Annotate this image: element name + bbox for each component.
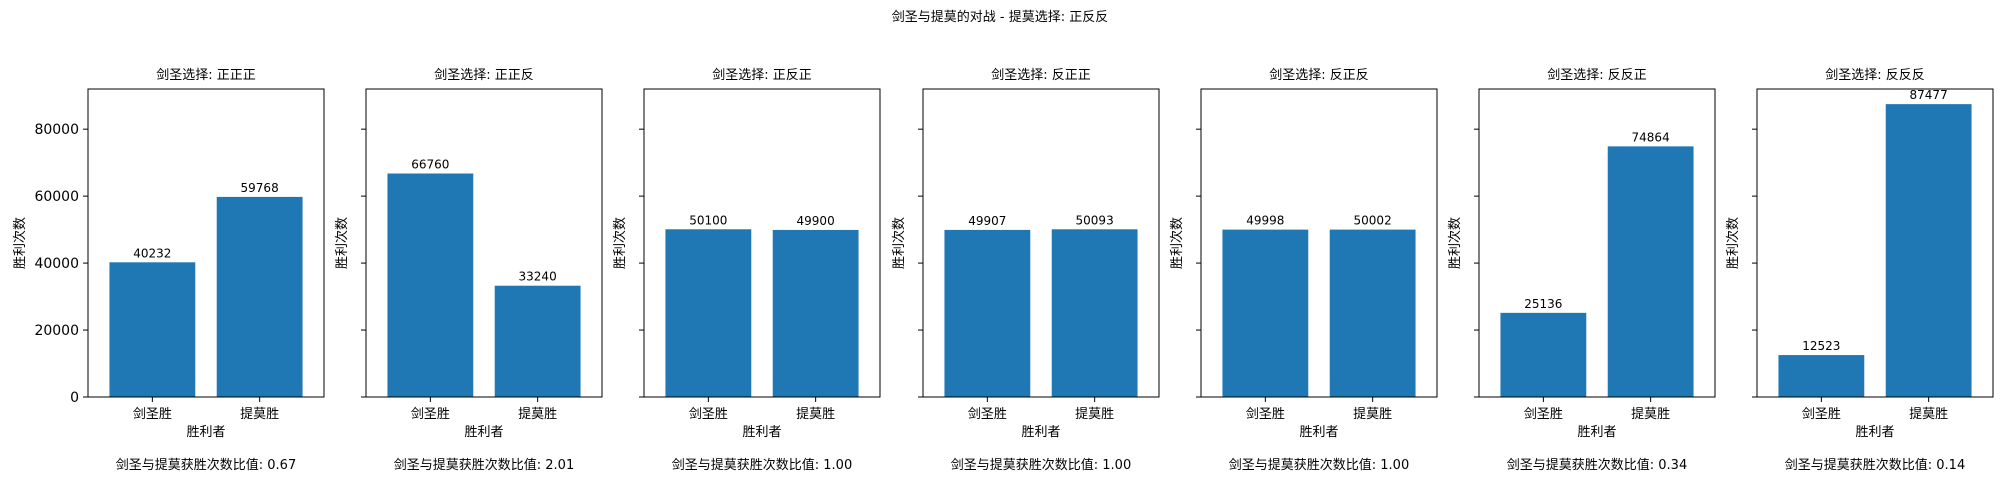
- y-axis-label: 胜利次数: [612, 217, 628, 269]
- subplot-title: 剑圣选择: 正反正: [712, 67, 812, 83]
- x-tick-label: 剑圣胜: [1524, 406, 1563, 422]
- bar: [1500, 312, 1587, 397]
- bar-value-label: 49907: [968, 214, 1006, 228]
- x-tick-label: 提莫胜: [796, 406, 835, 422]
- x-axis-label: 胜利者: [1577, 425, 1616, 440]
- bar-value-label: 12523: [1802, 339, 1840, 353]
- x-axis-label: 胜利者: [186, 425, 225, 440]
- bar: [494, 285, 581, 397]
- subplot-6: 剑圣选择: 反反正 25136 剑圣胜 74864 提莫胜 胜利次数胜利者剑圣与提莫获胜次…: [1447, 67, 1716, 473]
- bar-value-label: 74864: [1632, 130, 1670, 144]
- x-tick-label: 提莫胜: [1075, 406, 1114, 422]
- ratio-footnote: 剑圣与提莫获胜次数比值: 1.00: [672, 457, 852, 473]
- subplot-title: 剑圣选择: 正正反: [434, 67, 534, 83]
- plot-frame: [643, 88, 881, 398]
- bar-value-label: 33240: [519, 270, 557, 284]
- x-tick-label: 提莫胜: [1631, 406, 1670, 422]
- y-axis-label: 胜利次数: [1725, 217, 1741, 269]
- bar-value-label: 50093: [1076, 213, 1114, 227]
- ratio-footnote: 剑圣与提莫获胜次数比值: 0.67: [116, 457, 296, 473]
- x-tick-label: 提莫胜: [1353, 406, 1392, 422]
- bar-value-label: 49900: [797, 214, 835, 228]
- y-axis-label: 胜利次数: [1447, 217, 1463, 269]
- ratio-footnote: 剑圣与提莫获胜次数比值: 1.00: [951, 457, 1131, 473]
- plot-frame: [1200, 88, 1438, 398]
- subplot-title: 剑圣选择: 反正反: [1269, 67, 1369, 83]
- ratio-footnote: 剑圣与提莫获胜次数比值: 1.00: [1229, 457, 1409, 473]
- x-tick-label: 剑圣胜: [133, 406, 172, 422]
- x-tick-label: 剑圣胜: [1802, 406, 1841, 422]
- bar: [944, 229, 1031, 397]
- figure-suptitle: 剑圣与提莫的对战 - 提莫选择: 正反反: [892, 9, 1108, 25]
- y-axis-label: 胜利次数: [891, 217, 907, 269]
- bar: [387, 173, 474, 397]
- bar-value-label: 87477: [1910, 88, 1948, 102]
- subplot-4: 剑圣选择: 反正正 49907 剑圣胜 50093 提莫胜 胜利次数胜利者剑圣与提莫获胜次…: [891, 67, 1160, 473]
- plot-frame: [87, 88, 325, 398]
- plot-frame: [922, 88, 1160, 398]
- subplot-panels: 剑圣选择: 正正正 40232 剑圣胜 59768 提莫胜 0 20000 40000 6000…: [12, 67, 1994, 473]
- subplot-3: 剑圣选择: 正反正 50100 剑圣胜 49900 提莫胜 胜利次数胜利者剑圣与提莫获胜次…: [612, 67, 881, 473]
- y-tick-label: 80000: [34, 122, 79, 138]
- subplot-title: 剑圣选择: 反反反: [1825, 67, 1925, 83]
- bar: [665, 229, 752, 397]
- y-tick-label: 20000: [34, 323, 79, 339]
- y-tick-label: 40000: [34, 256, 79, 272]
- bar-value-label: 50002: [1354, 214, 1392, 228]
- bar-value-label: 49998: [1246, 214, 1284, 228]
- bar: [1222, 229, 1309, 397]
- y-tick-label: 60000: [34, 189, 79, 205]
- bar-value-label: 59768: [241, 181, 279, 195]
- bar-value-label: 25136: [1524, 297, 1562, 311]
- subplot-1: 剑圣选择: 正正正 40232 剑圣胜 59768 提莫胜 0 20000 40000 6000…: [12, 67, 325, 473]
- subplot-5: 剑圣选择: 反正反 49998 剑圣胜 50002 提莫胜 胜利次数胜利者剑圣与提莫获胜次…: [1169, 67, 1438, 473]
- ratio-footnote: 剑圣与提莫获胜次数比值: 0.34: [1507, 457, 1687, 473]
- y-axis-label: 胜利次数: [1169, 217, 1185, 269]
- bar-value-label: 66760: [411, 157, 449, 171]
- y-tick-label: 0: [70, 390, 79, 406]
- bar-value-label: 40232: [133, 246, 171, 260]
- bar: [1778, 355, 1865, 397]
- x-axis-label: 胜利者: [1855, 425, 1894, 440]
- subplot-title: 剑圣选择: 反反正: [1547, 67, 1647, 83]
- bar: [1051, 229, 1138, 397]
- x-tick-label: 剑圣胜: [689, 406, 728, 422]
- x-axis-label: 胜利者: [464, 425, 503, 440]
- x-tick-label: 剑圣胜: [968, 406, 1007, 422]
- ratio-footnote: 剑圣与提莫获胜次数比值: 2.01: [394, 457, 574, 473]
- subplot-title: 剑圣选择: 反正正: [991, 67, 1091, 83]
- x-axis-label: 胜利者: [742, 425, 781, 440]
- ratio-footnote: 剑圣与提莫获胜次数比值: 0.14: [1785, 457, 1965, 473]
- bar: [772, 229, 859, 397]
- bar: [109, 262, 196, 397]
- bar: [1885, 104, 1972, 398]
- x-tick-label: 提莫胜: [1909, 406, 1948, 422]
- bar: [216, 196, 303, 397]
- subplot-7: 剑圣选择: 反反反 12523 剑圣胜 87477 提莫胜 胜利次数胜利者剑圣与提莫获胜次…: [1725, 67, 1994, 473]
- subplot-2: 剑圣选择: 正正反 66760 剑圣胜 33240 提莫胜 胜利次数胜利者剑圣与提莫获胜次…: [334, 67, 603, 473]
- plot-frame: [1478, 88, 1716, 398]
- bar-value-label: 50100: [689, 213, 727, 227]
- bar: [1329, 229, 1416, 397]
- x-axis-label: 胜利者: [1021, 425, 1060, 440]
- y-axis-label: 胜利次数: [12, 217, 28, 269]
- bar: [1607, 146, 1694, 397]
- x-tick-label: 提莫胜: [518, 406, 557, 422]
- x-tick-label: 剑圣胜: [411, 406, 450, 422]
- x-tick-label: 剑圣胜: [1246, 406, 1285, 422]
- y-axis-label: 胜利次数: [334, 217, 350, 269]
- subplot-title: 剑圣选择: 正正正: [156, 67, 256, 83]
- x-axis-label: 胜利者: [1299, 425, 1338, 440]
- x-tick-label: 提莫胜: [240, 406, 279, 422]
- plot-frame: [365, 88, 603, 398]
- plot-frame: [1756, 88, 1994, 398]
